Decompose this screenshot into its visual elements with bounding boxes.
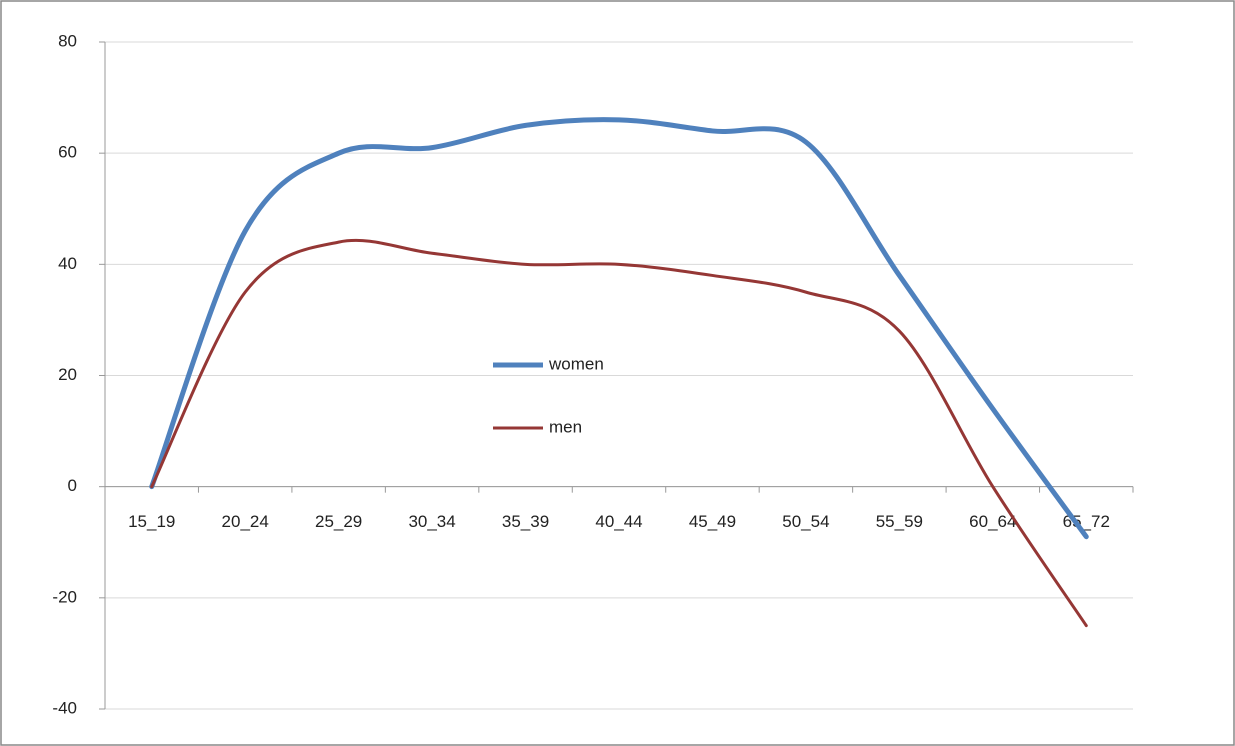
x-tick-label: 35_39: [502, 512, 549, 531]
y-tick-label: 0: [68, 476, 77, 495]
y-tick-label: 60: [58, 143, 77, 162]
x-tick-label: 15_19: [128, 512, 175, 531]
x-tick-label: 55_59: [876, 512, 923, 531]
y-tick-label: 80: [58, 31, 77, 50]
y-tick-label: 20: [58, 365, 77, 384]
line-series: [149, 117, 1089, 540]
x-tick-label: 45_49: [689, 512, 736, 531]
x-tick-label: 20_24: [222, 512, 269, 531]
y-tick-label: -40: [52, 698, 77, 717]
x-tick-label: 50_54: [782, 512, 829, 531]
x-tick-label: 25_29: [315, 512, 362, 531]
x-tick-label: 40_44: [595, 512, 642, 531]
legend-label: men: [549, 417, 582, 436]
y-tick-label: -20: [52, 587, 77, 606]
x-tick-label: 60_64: [969, 512, 1016, 531]
x-tick-label: 30_34: [408, 512, 455, 531]
y-tick-label: 40: [58, 254, 77, 273]
line-series: [150, 238, 1088, 628]
legend-label: women: [548, 354, 604, 373]
